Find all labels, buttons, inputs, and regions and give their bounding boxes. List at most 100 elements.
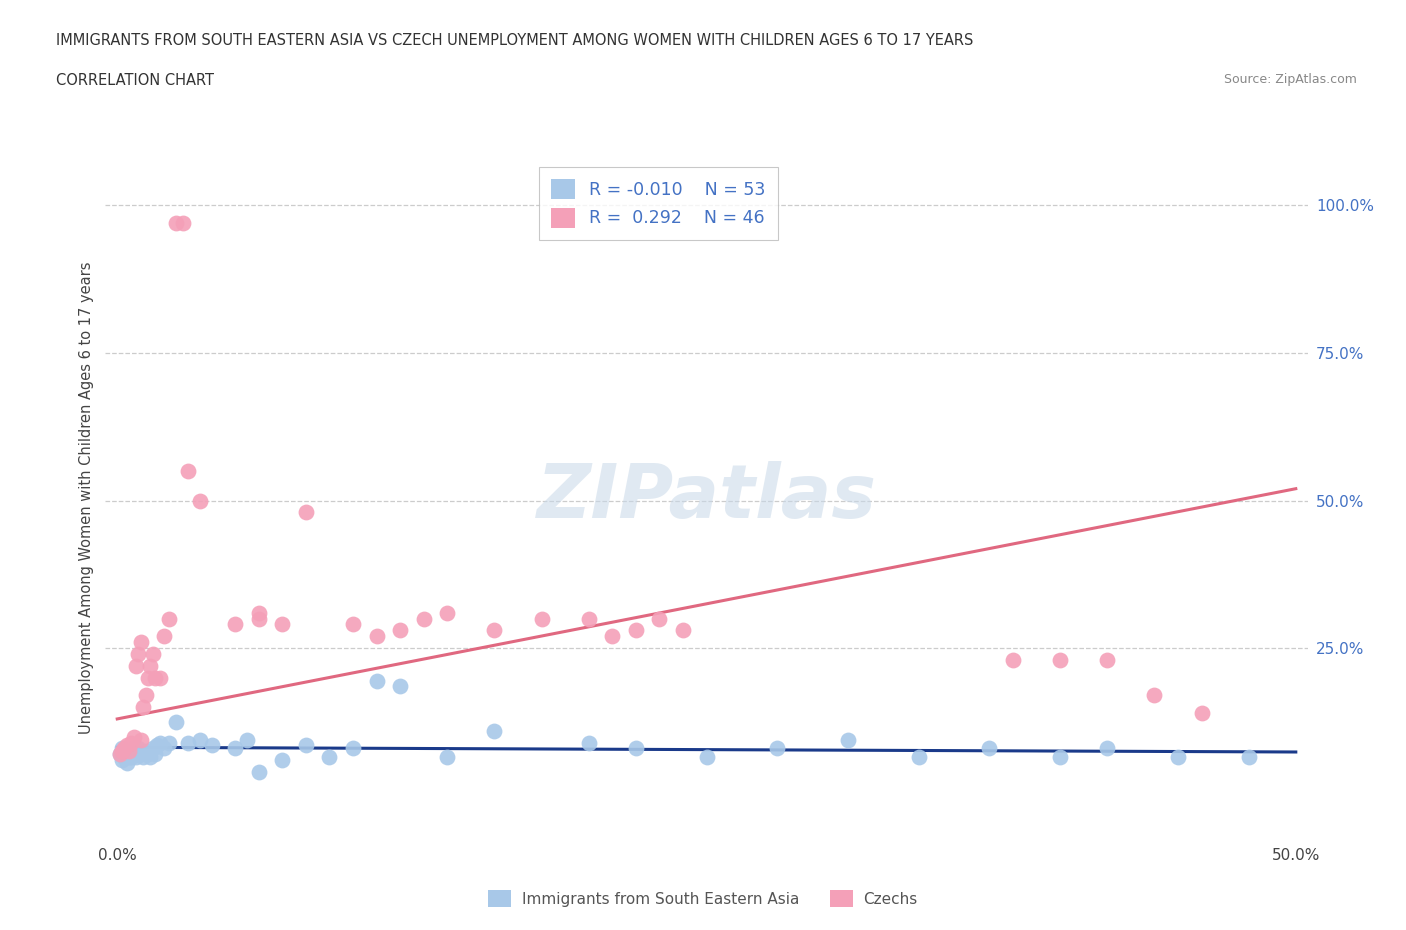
Point [111, 744, 134, 759]
Point [484, 623, 506, 638]
Point [132, 750, 155, 764]
Point [115, 738, 138, 753]
Point [120, 747, 142, 762]
Text: Source: ZipAtlas.com: Source: ZipAtlas.com [1223, 73, 1357, 86]
Point [112, 741, 135, 756]
Point [139, 658, 162, 673]
Point [389, 679, 412, 694]
Text: ZIPatlas: ZIPatlas [537, 461, 876, 534]
Point [129, 635, 152, 650]
Point [108, 747, 131, 762]
Point [484, 724, 506, 738]
Point [600, 629, 623, 644]
Point [247, 605, 270, 620]
Point [188, 493, 211, 508]
Point [1167, 750, 1189, 764]
Point [118, 744, 141, 759]
Point [165, 216, 187, 231]
Point [153, 741, 176, 756]
Point [125, 658, 148, 673]
Point [177, 463, 200, 478]
Point [118, 750, 141, 764]
Point [236, 732, 259, 747]
Point [172, 216, 194, 231]
Point [115, 747, 138, 762]
Point [165, 714, 187, 729]
Point [129, 732, 152, 747]
Point [112, 750, 135, 764]
Point [342, 741, 364, 756]
Y-axis label: Unemployment Among Women with Children Ages 6 to 17 years: Unemployment Among Women with Children A… [79, 261, 94, 734]
Point [188, 732, 211, 747]
Point [129, 747, 152, 762]
Point [142, 741, 165, 756]
Point [143, 671, 166, 685]
Point [157, 735, 180, 750]
Point [139, 750, 162, 764]
Point [342, 617, 364, 631]
Point [366, 629, 388, 644]
Point [366, 673, 388, 688]
Point [224, 741, 246, 756]
Point [136, 671, 159, 685]
Point [135, 688, 157, 703]
Point [766, 741, 789, 756]
Point [1049, 653, 1071, 668]
Point [1237, 750, 1260, 764]
Point [837, 732, 859, 747]
Point [648, 611, 671, 626]
Point [135, 744, 157, 759]
Point [1191, 706, 1213, 721]
Point [295, 505, 318, 520]
Point [1049, 750, 1071, 764]
Point [153, 629, 176, 644]
Point [1001, 653, 1024, 668]
Point [530, 611, 553, 626]
Point [389, 623, 412, 638]
Point [120, 735, 142, 750]
Point [115, 756, 138, 771]
Point [271, 752, 294, 767]
Point [118, 744, 141, 759]
Point [120, 750, 142, 764]
Legend: Immigrants from South Eastern Asia, Czechs: Immigrants from South Eastern Asia, Czec… [482, 884, 924, 913]
Point [149, 735, 172, 750]
Point [108, 747, 131, 762]
Point [200, 738, 222, 753]
Point [578, 735, 600, 750]
Point [436, 750, 458, 764]
Point [132, 699, 155, 714]
Point [111, 752, 134, 767]
Point [1097, 741, 1119, 756]
Point [142, 646, 165, 661]
Point [112, 744, 135, 759]
Point [122, 741, 145, 756]
Point [247, 764, 270, 779]
Text: CORRELATION CHART: CORRELATION CHART [56, 73, 214, 87]
Point [127, 646, 149, 661]
Point [979, 741, 1001, 756]
Legend: R = -0.010    N = 53, R =  0.292    N = 46: R = -0.010 N = 53, R = 0.292 N = 46 [538, 166, 778, 240]
Text: IMMIGRANTS FROM SOUTH EASTERN ASIA VS CZECH UNEMPLOYMENT AMONG WOMEN WITH CHILDR: IMMIGRANTS FROM SOUTH EASTERN ASIA VS CZ… [56, 33, 973, 47]
Point [1097, 653, 1119, 668]
Point [624, 623, 647, 638]
Point [122, 729, 145, 744]
Point [247, 611, 270, 626]
Point [157, 611, 180, 626]
Point [578, 611, 600, 626]
Point [125, 750, 148, 764]
Point [127, 741, 149, 756]
Point [146, 738, 169, 753]
Point [143, 747, 166, 762]
Point [122, 744, 145, 759]
Point [436, 605, 458, 620]
Point [136, 747, 159, 762]
Point [271, 617, 294, 631]
Point [907, 750, 929, 764]
Point [318, 750, 340, 764]
Point [125, 747, 148, 762]
Point [177, 735, 200, 750]
Point [624, 741, 647, 756]
Point [672, 623, 695, 638]
Point [696, 750, 718, 764]
